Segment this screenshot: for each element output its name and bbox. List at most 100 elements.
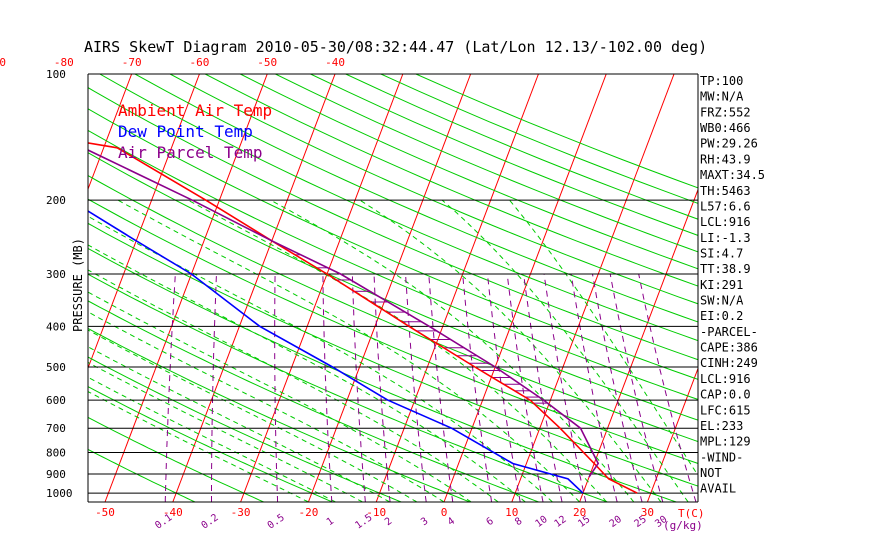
moist-adiabat-line	[88, 346, 391, 502]
stat-item: TH:5463	[700, 184, 751, 198]
mixing-ratio-line	[592, 273, 643, 502]
mixing-ratio-line	[543, 273, 587, 502]
moist-adiabat-line	[88, 215, 553, 502]
mixing-ratio-lines	[164, 273, 697, 502]
mixing-ratio-line	[405, 273, 427, 502]
mixing-ratio-tick-label: 0.2	[200, 512, 221, 531]
stat-item: -WIND-	[700, 450, 743, 464]
legend-entry: Air Parcel Temp	[118, 143, 263, 162]
pressure-tick-label: 800	[46, 447, 66, 460]
bottom-temp-tick-label: -40	[163, 506, 183, 519]
mixing-ratio-tick-label: 6	[485, 516, 496, 528]
bottom-temp-tick-label: 30	[641, 506, 654, 519]
isotherm-line	[88, 74, 200, 370]
mixing-ratio-tick-label: 1	[325, 516, 336, 528]
pressure-tick-label: 700	[46, 422, 66, 435]
stat-item: LCL:916	[700, 372, 751, 386]
stat-item: MW:N/A	[700, 90, 744, 104]
mixing-ratio-tick-label: 3	[419, 516, 430, 528]
mixing-ratio-tick-label: 2	[383, 516, 394, 528]
dry-adiabat-line	[204, 74, 698, 287]
mixing-ratio-line	[211, 273, 217, 502]
moist-adiabat-line	[88, 361, 363, 502]
dry-adiabat-line	[310, 74, 698, 236]
mixing-ratio-tick-label: 10	[533, 514, 549, 530]
moist-adiabat-line	[88, 311, 445, 502]
mixing-ratio-line	[523, 273, 563, 502]
moist-adiabat-line	[88, 376, 336, 502]
bottom-temp-tick-label: -20	[298, 506, 318, 519]
stat-item: EL:233	[700, 419, 743, 433]
pressure-axis: 100 200 300 400 500 600 700 800 900 1000	[46, 68, 699, 503]
dry-adiabat-line	[99, 74, 698, 342]
mixing-ratio-line	[570, 273, 618, 502]
dry-adiabat-line	[88, 152, 698, 421]
bottom-temperature-axis: -50 -40 -30 -20 -10 0 10 20 30	[95, 506, 654, 519]
stat-item: SW:N/A	[700, 294, 744, 308]
mixing-ratio-line	[609, 273, 664, 502]
profile-air-parcel-temp	[88, 149, 600, 478]
stat-item: PW:29.26	[700, 137, 758, 151]
moist-adiabat-line	[187, 199, 608, 502]
isotherm-line	[443, 74, 607, 502]
legend: Ambient Air Temp Dew Point Temp Air Parcel…	[118, 101, 272, 162]
top-temp-tick-label: -40	[325, 56, 345, 69]
dry-adiabat-line	[88, 416, 264, 502]
stat-item: AVAIL	[700, 482, 736, 496]
mixing-ratio-line	[638, 273, 697, 502]
bottom-temp-tick-label: -30	[231, 506, 251, 519]
stat-item: CAP:0.0	[700, 388, 751, 402]
dry-adiabat-line	[88, 198, 698, 464]
stat-item: EI:0.2	[700, 309, 743, 323]
pressure-tick-label: 100	[46, 68, 66, 81]
dry-adiabat-line	[88, 273, 608, 502]
dry-adiabat-line	[275, 74, 698, 253]
stat-item: TT:38.9	[700, 262, 751, 276]
isotherm-line	[0, 74, 64, 502]
isotherm-line	[104, 74, 268, 502]
profile-dew-point-temp	[88, 210, 584, 494]
stat-item: SI:4.7	[700, 246, 743, 260]
stat-item: TP:100	[700, 74, 743, 88]
bottom-temp-tick-label: 0	[441, 506, 448, 519]
mixing-ratio-line	[164, 273, 176, 502]
mixing-ratio-tick-label: 4	[446, 516, 457, 528]
moist-adiabat-line	[509, 199, 698, 477]
mixing-ratio-line	[506, 273, 544, 502]
dry-adiabat-line	[88, 175, 698, 443]
pressure-tick-label: 900	[46, 468, 66, 481]
isotherm-line	[88, 74, 133, 191]
mixing-ratio-line	[274, 273, 279, 502]
stat-item: -PARCEL-	[700, 325, 758, 339]
pressure-tick-label: 500	[46, 361, 66, 374]
mixing-ratio-line	[462, 273, 493, 502]
profile-ambient-air-temp	[88, 142, 638, 494]
chart-title: AIRS SkewT Diagram 2010-05-30/08:32:44.4…	[84, 38, 707, 56]
y-axis-label: PRESSURE (MB)	[71, 238, 85, 332]
dry-adiabat-line	[88, 87, 698, 361]
isotherm-line	[646, 367, 698, 502]
moist-adiabat-line	[88, 269, 499, 502]
top-temp-tick-label: -70	[122, 56, 142, 69]
top-temp-tick-label: -80	[54, 56, 74, 69]
pressure-tick-label: 600	[46, 394, 66, 407]
dry-adiabat-line	[240, 74, 698, 270]
mixing-ratio-line	[322, 273, 333, 502]
stat-item: LCL:916	[700, 215, 751, 229]
moist-adiabat-line	[359, 199, 662, 502]
bottom-temp-tick-label: 10	[505, 506, 518, 519]
stat-item: L57:6.6	[700, 199, 751, 213]
dry-adiabat-line	[415, 74, 698, 189]
mixing-ratio-line	[486, 273, 521, 502]
sounding-profiles	[88, 142, 638, 494]
dry-adiabat-line	[88, 448, 196, 502]
pressure-tick-label: 300	[46, 268, 66, 281]
top-temp-tick-label: -50	[257, 56, 277, 69]
legend-entry: Dew Point Temp	[118, 122, 253, 141]
isotherm-line	[307, 74, 472, 502]
top-temperature-axis: -120-110-100-90-80-70-60-50-40	[0, 56, 345, 69]
moist-adiabat-line	[88, 291, 472, 502]
mixing-ratio-tick-label: 20	[608, 514, 624, 530]
mixing-ratio-axis-label: (g/kg)	[663, 519, 703, 532]
